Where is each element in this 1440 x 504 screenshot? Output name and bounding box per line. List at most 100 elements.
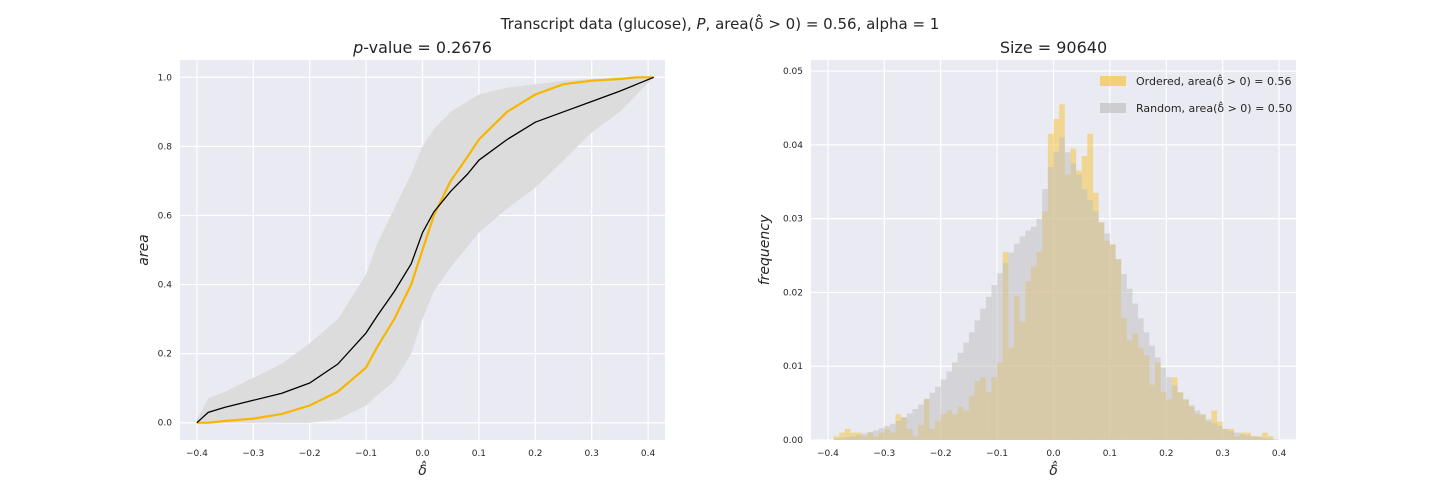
histogram-bar [1138, 318, 1144, 440]
histogram-bar [1160, 367, 1167, 440]
x-tick-label: 0.1 [1103, 449, 1117, 459]
x-axis-label: δ̂ [1049, 460, 1058, 479]
histogram-bar [867, 431, 874, 440]
histogram-bar [1273, 439, 1280, 440]
histogram-bar [1217, 425, 1223, 440]
histogram-bar [946, 371, 952, 440]
random-curve [196, 76, 654, 424]
histogram-bar [878, 428, 885, 440]
histogram-bar [1262, 437, 1268, 440]
histogram-bar [839, 437, 845, 440]
ordered-curve [196, 76, 654, 424]
histogram-bar [923, 398, 930, 440]
histogram-bar [906, 413, 913, 440]
histogram-bar [1132, 303, 1139, 440]
histogram-bar [1256, 437, 1263, 440]
histogram-bar [901, 417, 907, 440]
histogram-bar [1047, 166, 1054, 441]
histogram-bar [1092, 211, 1099, 440]
histogram-bar [918, 404, 924, 440]
histogram-bar [1166, 377, 1172, 440]
histogram-bar [940, 379, 947, 440]
histogram-bar [1171, 385, 1178, 440]
x-tick-label: 0.4 [641, 449, 656, 459]
histogram-bar [1205, 419, 1212, 440]
histogram-bar [833, 438, 840, 440]
histogram-bar [912, 409, 919, 440]
histogram-bar [951, 362, 958, 440]
histogram-bar [1194, 410, 1201, 440]
y-axis-label: area [136, 234, 152, 266]
histogram-bar [1121, 273, 1127, 440]
histogram-bar [1070, 163, 1077, 441]
histogram-bar [844, 428, 851, 440]
histogram-bar [1059, 137, 1065, 441]
histogram-bar [1115, 259, 1122, 440]
histogram-bar [980, 308, 986, 440]
histogram-bar [1087, 200, 1093, 440]
cdf-panel: −0.4 −0.3 −0.2 −0.1 0.0 0.1 0.2 0.3 0.4 0.0 0.2 0.4… [136, 38, 665, 479]
histogram-bar [861, 433, 868, 440]
histogram-bar [1042, 189, 1048, 440]
x-tick-label: −0.2 [930, 449, 952, 459]
histogram-bar [1155, 357, 1161, 440]
histogram-bar [1233, 432, 1240, 440]
y-tick-label: 0.02 [783, 288, 803, 298]
histogram-bar [1245, 435, 1251, 440]
random-histogram [833, 137, 1280, 441]
histogram-bar [974, 320, 981, 440]
x-tick-label: 0.1 [472, 449, 486, 459]
x-tick-label: 0.2 [1159, 449, 1173, 459]
histogram-bar [1098, 222, 1105, 440]
legend-swatch [1100, 76, 1126, 86]
legend: Ordered, area(δ̂ > 0) = 0.56 Random, area… [1100, 74, 1292, 115]
x-tick-label: −0.1 [986, 449, 1008, 459]
histogram-bar [1053, 152, 1060, 441]
y-tick-label: 0.8 [158, 142, 173, 152]
histogram-bar [856, 434, 862, 440]
x-tick-label: −0.4 [186, 449, 208, 459]
histogram-bar [1188, 405, 1195, 440]
y-tick-label: 0.00 [783, 436, 803, 446]
histogram-bar [850, 436, 857, 440]
histogram-bar [1200, 414, 1206, 440]
histogram-bar [1064, 152, 1071, 441]
x-tick-label: 0.2 [528, 449, 542, 459]
histogram-bar [1126, 288, 1133, 440]
histogram-bar [884, 425, 890, 440]
histogram-bar [1008, 252, 1015, 440]
histogram-bar [929, 392, 936, 440]
histogram-bar [968, 332, 975, 440]
histogram-bar [1183, 399, 1189, 440]
histogram-bar [991, 285, 998, 440]
y-tick-label: 0.0 [158, 419, 173, 429]
histogram-bar [957, 352, 964, 440]
histogram-bar [985, 296, 992, 440]
histogram-bar [895, 420, 902, 440]
histogram-bar [844, 437, 851, 440]
histogram-bar [1250, 436, 1257, 440]
x-tick-label: −0.3 [242, 449, 264, 459]
y-tick-label: 0.6 [158, 211, 173, 221]
histogram-bar [1014, 243, 1020, 440]
histogram-bar [1239, 434, 1246, 440]
histogram-bar [873, 430, 879, 440]
histogram-bar [839, 432, 845, 440]
legend-label: Ordered, area(δ̂ > 0) = 0.56 [1136, 74, 1292, 88]
histogram-bar [1025, 230, 1031, 440]
y-axis-label: frequency [757, 214, 773, 285]
histogram-bar [1262, 432, 1268, 440]
x-tick-label: 0.0 [1046, 449, 1061, 459]
histogram-bar [1143, 332, 1150, 440]
x-tick-label: −0.3 [873, 449, 895, 459]
x-axis-label: δ̂ [418, 460, 427, 479]
panel-title: Size = 90640 [1000, 38, 1107, 57]
histogram-bar [1104, 233, 1110, 440]
histogram-bar [833, 436, 840, 440]
histogram-bar [1081, 189, 1088, 440]
y-tick-label: 0.04 [783, 141, 803, 151]
x-tick-label: 0.0 [415, 449, 430, 459]
x-tick-label: 0.3 [1216, 449, 1230, 459]
histogram-bar [963, 342, 969, 440]
